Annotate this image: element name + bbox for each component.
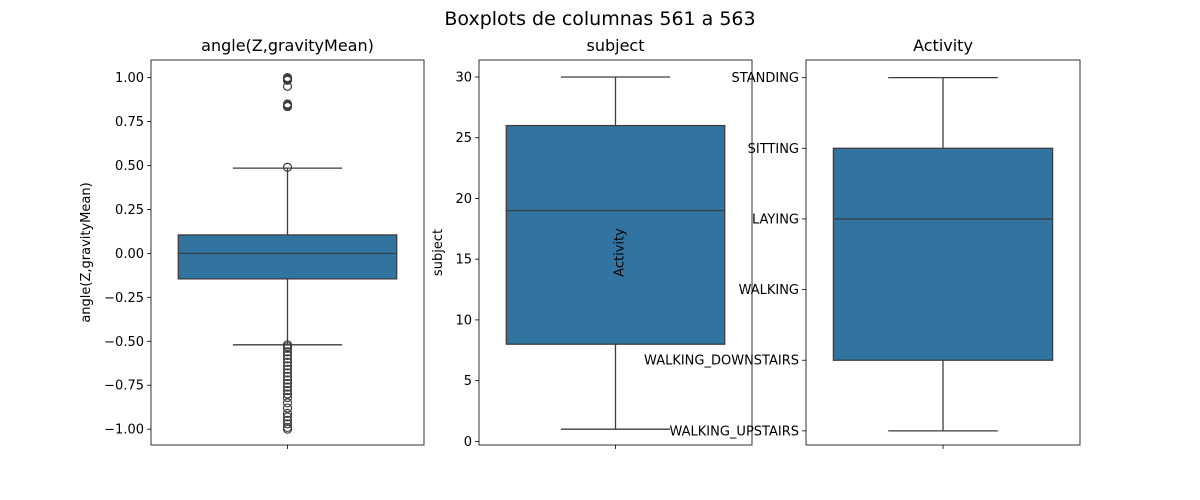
panels: angle(Z,gravityMean) −1.00 −0.75 −0.50 −0.25… (79, 36, 1081, 450)
outlier-point (282, 389, 293, 399)
axes-frame (150, 59, 425, 446)
y-tick-label: 20 (455, 192, 472, 207)
subplot-title: Activity (913, 36, 973, 55)
y-tick-label: 25 (455, 131, 472, 146)
outlier-point (282, 371, 293, 382)
subplot-title: subject (587, 36, 645, 55)
outlier-point (282, 368, 293, 378)
y-axis-label: subject (431, 229, 446, 276)
y-tick-label: 15 (455, 253, 472, 268)
y-tick-label: STANDING (732, 71, 799, 86)
y-tick-label: 0 (464, 435, 472, 450)
outlier-point (282, 392, 293, 403)
box-iqr (505, 124, 726, 345)
y-tick-label: SITTING (748, 142, 799, 157)
subplot-3: Activity WALKING_UPSTAIRS WALKING_DOWNSTAI… (644, 36, 1081, 449)
y-tick-label: WALKING_DOWNSTAIRS (644, 354, 799, 369)
y-tick-label: −1.00 (104, 423, 144, 438)
outlier-point (282, 347, 293, 357)
outlier-point (282, 385, 293, 396)
figure-suptitle: Boxplots de columnas 561 a 563 (444, 8, 755, 30)
outlier-point (282, 378, 293, 389)
axes-frame (805, 59, 1081, 446)
y-tick-label: 30 (455, 71, 472, 86)
y-tick-label: WALKING (739, 283, 799, 298)
outlier-point (282, 415, 293, 425)
y-tick-label: LAYING (752, 212, 799, 227)
y-axis-label: angle(Z,gravityMean) (79, 182, 94, 322)
outlier-point (282, 364, 293, 375)
outlier-point (282, 75, 293, 85)
subplot-2: subject 0 5 10 15 20 25 30 subject Activity (431, 36, 753, 450)
axes-frame (478, 59, 753, 446)
outlier-point (282, 81, 293, 91)
outlier-point (282, 408, 293, 418)
subplot-1: angle(Z,gravityMean) −1.00 −0.75 −0.50 −0.25… (79, 36, 425, 449)
y-tick-label: WALKING_UPSTAIRS (670, 424, 800, 439)
box-iqr (832, 147, 1054, 361)
outlier-point (282, 398, 293, 408)
y-tick-label: 0.50 (115, 159, 144, 174)
outlier-point (282, 361, 293, 371)
y-tick-label: 0.75 (115, 115, 144, 130)
outlier-point (282, 354, 293, 364)
y-tick-label: 10 (455, 313, 472, 328)
outlier-point (282, 375, 293, 385)
outlier-point (282, 419, 293, 429)
y-tick-label: 1.00 (115, 71, 144, 86)
outlier-point (282, 343, 293, 353)
y-tick-label: 0.00 (115, 247, 144, 262)
y-tick-label: −0.25 (104, 291, 144, 306)
y-tick-label: 0.25 (115, 203, 144, 218)
y-tick-label: 5 (464, 374, 472, 389)
overlay-label: Activity (613, 228, 628, 277)
outlier-point (282, 357, 293, 367)
outlier-point (282, 350, 293, 360)
y-tick-label: −0.50 (104, 335, 144, 350)
outlier-point (282, 101, 293, 112)
box-iqr (177, 234, 398, 280)
y-tick-label: −0.75 (104, 379, 144, 394)
outlier-point (282, 162, 293, 172)
outlier-point (282, 403, 293, 413)
outlier-point (282, 382, 293, 392)
outlier-point (282, 424, 293, 434)
subplot-title: angle(Z,gravityMean) (201, 36, 374, 55)
outlier-point (282, 412, 293, 422)
